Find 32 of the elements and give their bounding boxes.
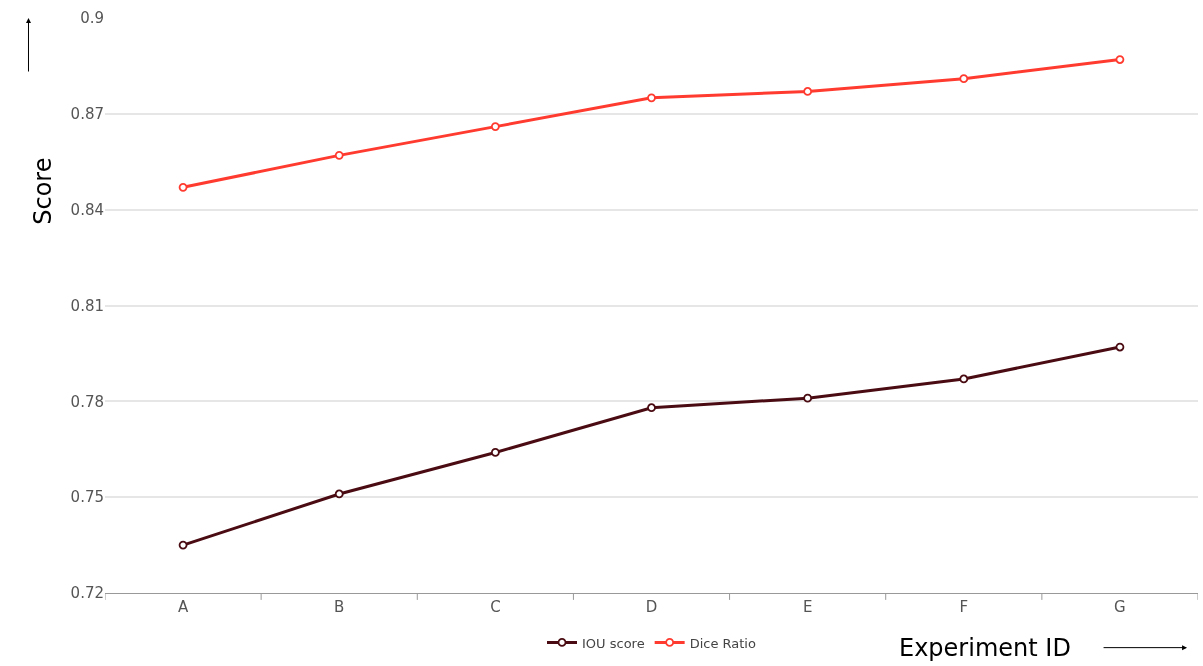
x-tick-label: D bbox=[645, 598, 658, 616]
point bbox=[490, 448, 500, 457]
point bbox=[647, 93, 656, 103]
point bbox=[647, 403, 656, 413]
point bbox=[334, 489, 344, 499]
x-tick-label: E bbox=[802, 598, 813, 616]
point bbox=[1115, 342, 1125, 352]
point bbox=[490, 122, 500, 132]
legend-label: Dice Ratio bbox=[689, 635, 756, 651]
point bbox=[178, 540, 188, 550]
y-axis-title: Score bbox=[28, 157, 57, 225]
legend-label: IOU score bbox=[582, 635, 645, 651]
point bbox=[959, 74, 969, 84]
x-tick-label: G bbox=[1114, 598, 1126, 616]
y-tick-label: 0.87 bbox=[70, 105, 104, 124]
point bbox=[803, 87, 813, 96]
y-tick-label: 0.72 bbox=[70, 584, 104, 603]
x-tick-label: F bbox=[959, 598, 969, 616]
x-tick-label: B bbox=[334, 598, 345, 616]
point bbox=[959, 374, 969, 384]
x-axis-title: Experiment ID bbox=[899, 634, 1071, 662]
point bbox=[178, 182, 188, 192]
y-tick-label: 0.78 bbox=[70, 392, 104, 411]
point bbox=[334, 150, 344, 160]
y-tick-label: 0.84 bbox=[70, 200, 104, 219]
y-tick-label: 0.9 bbox=[80, 9, 104, 28]
point bbox=[1115, 55, 1125, 64]
point bbox=[803, 393, 813, 403]
y-tick-label: 0.81 bbox=[70, 296, 104, 315]
x-tick-label: C bbox=[490, 598, 501, 616]
y-tick-label: 0.75 bbox=[70, 488, 104, 507]
x-tick-label: A bbox=[177, 598, 189, 616]
